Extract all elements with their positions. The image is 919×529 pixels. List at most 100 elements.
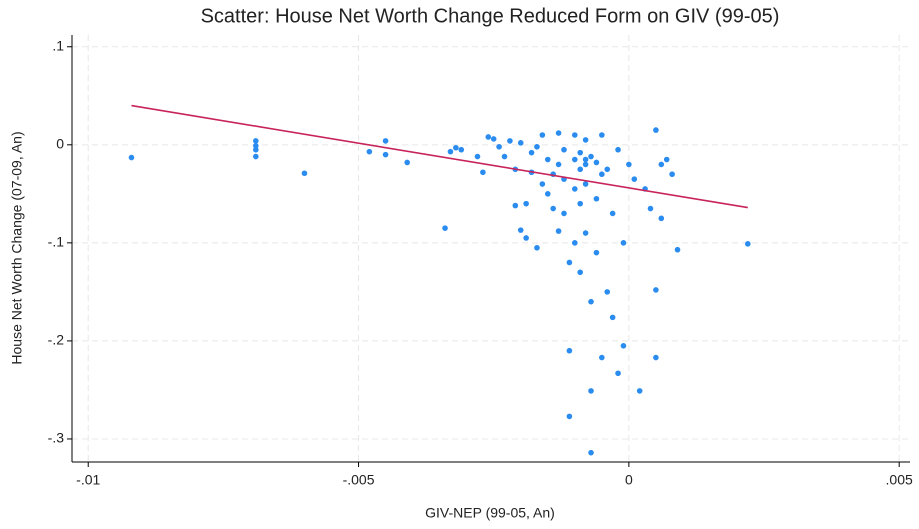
point <box>528 149 535 156</box>
point <box>512 202 519 209</box>
y-axis-label: House Net Worth Change (07-09, An) <box>9 131 25 364</box>
point <box>572 132 578 138</box>
y-tick-label: .1 <box>52 37 64 53</box>
point <box>447 148 454 155</box>
point <box>669 171 675 178</box>
point <box>658 161 665 168</box>
point <box>745 241 751 247</box>
point <box>561 146 567 153</box>
point <box>593 195 600 202</box>
point <box>453 144 459 151</box>
point <box>588 449 594 456</box>
x-tick-label: .005 <box>886 472 913 488</box>
point <box>128 154 135 161</box>
point <box>658 215 665 222</box>
point <box>555 228 562 234</box>
point <box>620 240 627 246</box>
point <box>599 354 605 361</box>
point <box>647 205 654 212</box>
point <box>253 138 259 144</box>
point <box>253 142 259 149</box>
point <box>588 153 594 160</box>
point <box>653 127 659 133</box>
y-tick-label: -.2 <box>48 332 65 348</box>
point <box>599 171 605 178</box>
point <box>490 136 497 142</box>
point <box>599 132 605 138</box>
point <box>615 370 621 377</box>
point <box>615 146 621 153</box>
point <box>442 225 448 231</box>
fit-line <box>131 104 748 209</box>
point <box>301 170 308 177</box>
point <box>458 146 465 153</box>
x-axis-label: GIV-NEP (99-05, An) <box>425 505 555 521</box>
point <box>572 186 578 192</box>
point <box>588 388 594 394</box>
point <box>572 156 578 163</box>
point <box>582 230 589 236</box>
point <box>539 181 546 187</box>
y-tick-label: -.1 <box>48 234 65 250</box>
x-tick-label: 0 <box>625 472 633 488</box>
point <box>588 298 594 305</box>
point <box>653 354 659 361</box>
point <box>480 169 486 176</box>
point <box>523 200 529 207</box>
point <box>626 161 632 168</box>
point <box>593 249 600 256</box>
y-tick-label: 0 <box>56 136 64 152</box>
point <box>550 205 556 212</box>
point <box>517 140 524 146</box>
point <box>577 200 584 207</box>
y-tick-label: -.3 <box>48 430 65 446</box>
point <box>253 146 259 153</box>
point <box>636 388 643 394</box>
point <box>674 246 681 253</box>
point <box>382 138 389 144</box>
point <box>555 130 562 136</box>
point <box>566 347 573 354</box>
point <box>523 235 529 241</box>
point <box>534 244 540 251</box>
x-tick-label: -.01 <box>76 472 100 488</box>
point <box>577 269 584 276</box>
point <box>253 153 259 160</box>
point <box>366 148 373 155</box>
point <box>382 151 389 158</box>
point <box>534 143 540 150</box>
point <box>604 289 611 295</box>
point <box>653 287 659 293</box>
point <box>544 191 551 197</box>
point <box>577 149 584 156</box>
point <box>609 210 616 217</box>
point <box>496 143 502 150</box>
point <box>485 134 492 140</box>
point <box>566 413 573 420</box>
point <box>572 240 578 246</box>
point <box>582 161 589 168</box>
point <box>539 132 546 138</box>
point <box>517 227 524 233</box>
point <box>561 210 567 217</box>
point <box>555 161 562 168</box>
point <box>620 343 627 349</box>
point <box>566 259 573 266</box>
point <box>593 159 600 166</box>
point <box>604 166 611 173</box>
point <box>474 153 481 160</box>
point <box>631 176 638 182</box>
point <box>544 156 551 163</box>
point <box>582 156 589 163</box>
chart-title: Scatter: House Net Worth Change Reduced … <box>201 5 780 27</box>
x-tick-label: -.005 <box>343 472 375 488</box>
point <box>582 181 589 187</box>
point <box>577 166 584 173</box>
point <box>582 137 589 143</box>
point <box>404 159 411 166</box>
point <box>609 314 616 321</box>
point <box>663 156 670 163</box>
point <box>501 153 508 160</box>
point <box>507 138 513 144</box>
